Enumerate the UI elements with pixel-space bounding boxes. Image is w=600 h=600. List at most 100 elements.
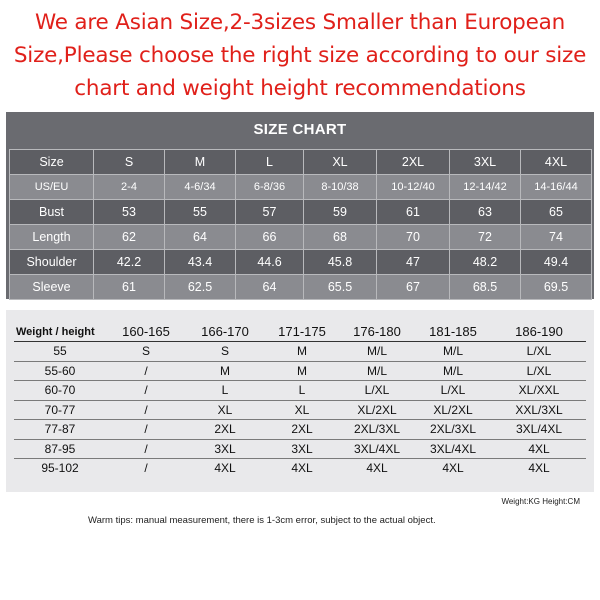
recommended-size-cell: 2XL/3XL [414,419,492,440]
warm-tips: Warm tips: manual measurement, there is … [88,515,436,526]
size-cell: 43.4 [164,249,236,275]
size-cell: 4XL [520,149,592,175]
recommended-size-cell: M [186,361,264,381]
recommended-size-cell: / [106,400,186,420]
size-chart-row: Bust 53 55 57 59 61 63 65 [9,199,592,225]
recommended-size-cell: 2XL [186,419,264,440]
size-cell: 69.5 [520,274,592,300]
recommended-size-cell: S [106,341,186,362]
recommended-size-cell: 3XL [186,439,264,459]
size-cell: 49.4 [520,249,592,275]
size-cell: 10-12/40 [376,174,450,200]
weight-height-table: Weight / height 160-165 166-170 171-175 176-… [14,322,586,478]
height-range-header: 166-170 [186,322,264,342]
size-cell: 8-10/38 [303,174,377,200]
size-cell: 4-6/34 [164,174,236,200]
size-cell: 65.5 [303,274,377,300]
notice-line: chart and weight height recommendations [74,76,526,101]
recommended-size-cell: XL/2XL [414,400,492,420]
size-cell: 72 [449,224,521,250]
size-cell: 2-4 [93,174,165,200]
recommended-size-cell: XXL/3XL [492,400,586,420]
weight-range-label: 55 [14,341,106,362]
recommended-size-cell: XL/XXL [492,380,586,401]
recommended-size-cell: M [264,341,340,362]
recommended-size-cell: L/XL [414,380,492,401]
size-chart-title: SIZE CHART [253,121,347,138]
recommended-size-cell: L/XL [492,361,586,381]
recommended-size-cell: XL [264,400,340,420]
weight-height-row: 77-87/2XL 2XL 2XL/3XL 2XL/3XL 3XL/4XL [14,419,586,440]
recommended-size-cell: 4XL [366,461,388,476]
size-cell: 57 [235,199,304,225]
height-range-header: 181-185 [414,322,492,342]
recommended-size-cell: M/L [340,361,414,381]
size-cell: 65 [520,199,592,225]
weight-height-chart: Weight / height 160-165 166-170 171-175 176-… [6,310,594,492]
recommended-size-cell: 4XL [291,461,313,476]
height-range-header: 160-165 [106,322,186,342]
size-cell: 2XL [376,149,450,175]
size-cell: 70 [376,224,450,250]
size-cell: 14-16/44 [520,174,592,200]
size-cell: 53 [93,199,165,225]
recommended-size-cell: L [264,380,340,401]
weight-range-label: 77-87 [14,419,106,440]
recommended-size-cell: 4XL [442,461,464,476]
recommended-size-cell: L/XL [340,380,414,401]
size-cell: L [235,149,304,175]
size-cell: 61 [376,199,450,225]
size-cell: 67 [376,274,450,300]
recommended-size-cell: XL/2XL [340,400,414,420]
size-row-label: Length [9,224,94,250]
size-cell: 62.5 [164,274,236,300]
size-chart-table: Size S M L XL 2XL 3XL 4XL US/EU 2-4 4-6/34 6-8/36 8-… [9,149,592,300]
recommended-size-cell: L/XL [492,341,586,362]
recommended-size-cell: XL [186,400,264,420]
recommended-size-cell: S [186,341,264,362]
units-note: Weight:KG Height:CM [501,497,580,506]
recommended-size-cell: M/L [414,361,492,381]
height-range-header: 176-180 [340,322,414,342]
recommended-size-cell: M/L [340,341,414,362]
size-chart-row: Sleeve 61 62.5 64 65.5 67 68.5 69.5 [9,274,592,300]
size-cell: 42.2 [93,249,165,275]
recommended-size-cell: / [106,380,186,401]
size-cell: 48.2 [449,249,521,275]
size-cell: 64 [164,224,236,250]
recommended-size-cell: M [264,361,340,381]
weight-range-label: 87-95 [14,439,106,459]
size-cell: 68.5 [449,274,521,300]
weight-range-label: 60-70 [14,380,106,401]
size-row-label: Shoulder [9,249,94,275]
recommended-size-cell: L [186,380,264,401]
size-cell: 55 [164,199,236,225]
recommended-size-cell: 4XL [492,439,586,459]
recommended-size-cell: / [144,461,148,476]
weight-height-row: 87-95/3XL 3XL 3XL/4XL 3XL/4XL 4XL [14,439,586,459]
size-cell: 47 [376,249,450,275]
size-cell: 45.8 [303,249,377,275]
size-chart-row: US/EU 2-4 4-6/34 6-8/36 8-10/38 10-12/40 12-14… [9,174,592,200]
size-chart-row: Shoulder 42.2 43.4 44.6 45.8 47 48.2 49.4 [9,249,592,275]
recommended-size-cell: 3XL/4XL [492,419,586,440]
size-cell: 6-8/36 [235,174,304,200]
size-row-label: Bust [9,199,94,225]
recommended-size-cell: 4XL [528,461,550,476]
recommended-size-cell: M/L [414,341,492,362]
size-cell: 61 [93,274,165,300]
size-cell: M [164,149,236,175]
recommended-size-cell: 3XL [264,439,340,459]
recommended-size-cell: / [106,361,186,381]
recommended-size-cell: 2XL/3XL [340,419,414,440]
recommended-size-cell: 4XL [214,461,236,476]
size-cell: 62 [93,224,165,250]
weight-height-row: 55 S S M M/L M/L L/XL [14,341,586,362]
notice-line: Size,Please choose the right size accord… [13,43,587,68]
weight-height-header-row: Weight / height 160-165 166-170 171-175 176-… [14,322,586,342]
weight-height-corner: Weight / height [14,322,106,342]
asian-size-notice: We are Asian Size,2-3sizes Smaller than … [0,6,600,105]
weight-height-row: 60-70/L L L/XL L/XL XL/XXL [14,380,586,401]
size-row-label: Sleeve [9,274,94,300]
weight-range-label: 95-102 [41,461,79,476]
